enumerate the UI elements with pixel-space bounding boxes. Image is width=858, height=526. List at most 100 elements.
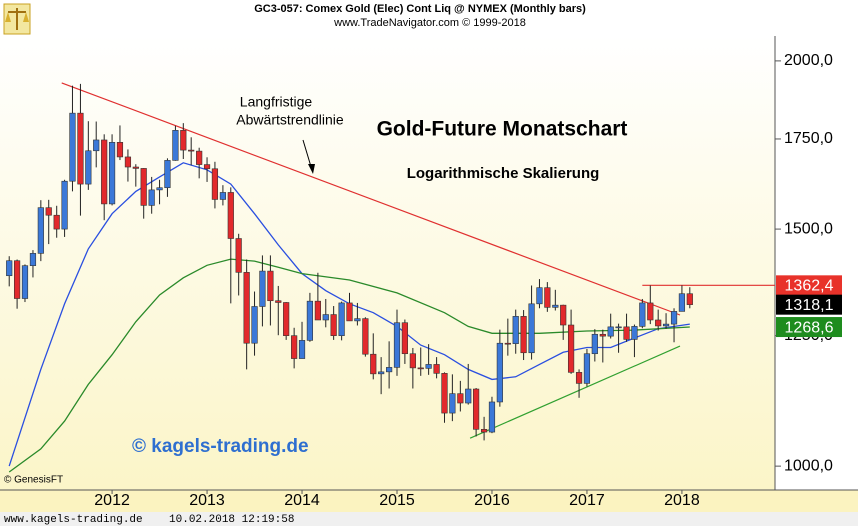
header-line: GC3-057: Comex Gold (Elec) Cont Liq @ NY… [254,3,586,15]
footer: www.kagels-trading.de 10.02.2018 12:19:5… [4,514,294,526]
candle-body [496,342,503,403]
price-marker-label: 1362,4 [785,278,834,295]
candle-body [6,260,13,277]
trendline [469,345,681,439]
candle-body [480,429,488,433]
candle-body [148,189,155,206]
candle-body [670,311,678,325]
candle-body [283,302,290,336]
candle-body [575,372,583,384]
candle-body [417,367,424,370]
trendline [61,82,681,316]
candle-body [520,316,527,354]
annotation-line: Abwärtstrendlinie [236,112,344,128]
candle-body [275,300,282,303]
candle-body [512,316,519,344]
candle-body [378,371,385,375]
chart-subtitle: Logarithmische Skalierung [407,165,600,182]
price-marker-label: 1268,6 [785,319,834,336]
x-tick-label: 2015 [379,492,415,509]
candle-body [298,340,306,359]
header-line: www.TradeNavigator.com © 1999-2018 [333,17,526,29]
candle-body [528,303,535,354]
x-tick-label: 2014 [284,492,320,509]
footer-band [0,512,858,526]
candle-body [180,130,187,151]
candle-body [473,388,480,430]
x-tick-label: 2016 [474,492,510,509]
candle-body [393,322,401,368]
candle-body [196,150,203,165]
price-marker [776,317,842,338]
candle-body [583,353,591,384]
candle-body [219,192,227,200]
x-tick-label: 2018 [664,492,700,509]
candle-body [536,287,543,305]
y-tick-label: 2000,0 [784,52,833,69]
candle-body [93,139,100,152]
candle-body [132,166,139,169]
candle-body [322,314,329,321]
candle-body [386,367,393,373]
candle-body [53,214,60,230]
candle-body [647,302,654,321]
candle-body [441,373,448,414]
candle-body [425,364,432,369]
candle-body [108,142,116,205]
x-tick-label: 2012 [94,492,130,509]
candle-body [291,335,298,359]
price-marker-label: 1318,1 [785,297,834,314]
candle-body [156,187,163,191]
x-tick-label: 2017 [569,492,605,509]
candle-body [140,168,147,206]
candle-body [346,302,353,322]
candle-body [188,149,195,152]
candle-body [314,300,321,321]
candle-body [433,364,440,374]
candle-body [615,326,622,329]
candle-body [235,238,242,273]
candle-body [354,318,361,322]
candle-body [449,393,456,414]
y-tick-label: 1500,0 [784,220,833,237]
candle-body [591,333,598,355]
candle-body [639,302,646,327]
candle-body [116,142,124,158]
candle-body [599,333,606,337]
candle-body [45,207,52,216]
candle-body [623,326,630,340]
candle-body [21,265,29,299]
candle-body [338,302,345,336]
candle-body [457,393,464,404]
candle-body [409,353,416,369]
candle-body [77,112,84,185]
candle-body [567,324,575,373]
candle-body [227,192,234,239]
candle-body [124,156,132,168]
candle-body [544,287,551,308]
candle-body [37,207,44,254]
candle-body [631,326,638,340]
candle-body [101,139,108,205]
candle-body [69,112,76,182]
price-marker [776,294,842,315]
logo [3,3,31,35]
candle-body [267,270,274,302]
watermark: © kagels-trading.de [132,436,309,457]
candle-body [607,326,614,337]
price-marker [776,275,842,296]
candle-body [29,253,37,266]
candle-body [662,323,670,327]
candle-body [164,160,171,189]
candle-body [465,388,472,404]
y-tick-label: 1750,0 [784,130,833,147]
candle-body [401,322,408,355]
candle-body [85,150,92,185]
candle-body [211,168,219,200]
source-label: © GenesisFT [4,475,63,486]
candle-body [552,304,559,308]
candle-body [362,318,369,355]
plot-background [0,36,775,490]
candle-body [172,130,179,161]
